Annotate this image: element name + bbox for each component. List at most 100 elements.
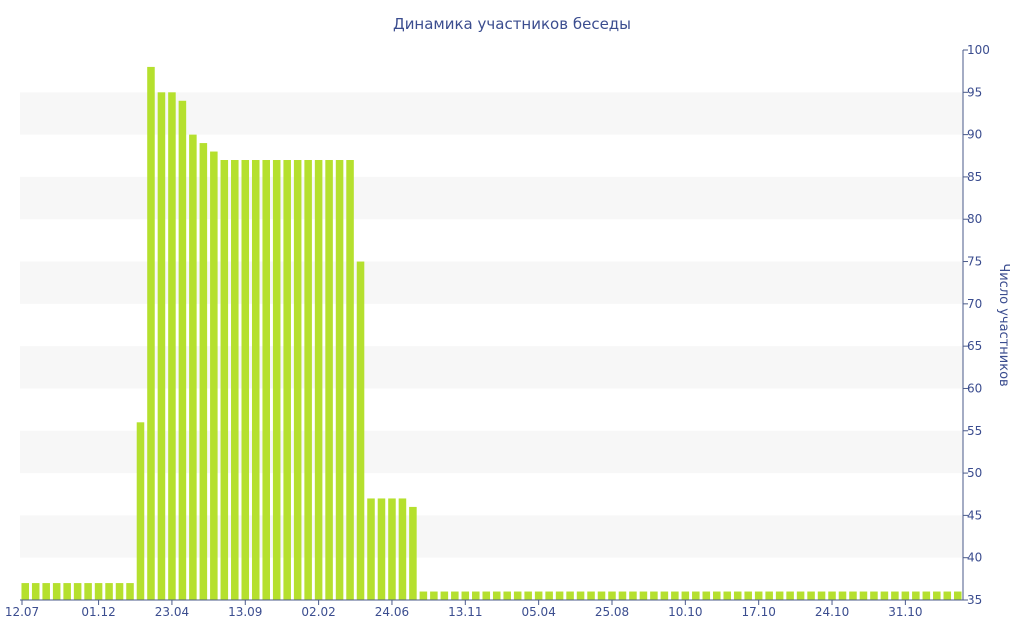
bar	[482, 591, 491, 600]
y-tick-label: 35	[967, 593, 982, 607]
x-tick-label: 13.09	[228, 605, 262, 619]
bar	[293, 160, 302, 600]
bar	[650, 591, 658, 600]
bar	[63, 583, 71, 600]
grid-band	[20, 261, 963, 304]
bar	[922, 591, 931, 600]
y-tick-label: 75	[967, 255, 982, 269]
bar	[335, 160, 344, 600]
bar	[618, 591, 627, 600]
bar	[713, 591, 721, 600]
grid-band	[20, 176, 963, 220]
bar	[754, 591, 763, 600]
bar	[409, 506, 417, 600]
bar	[136, 422, 145, 600]
bar	[660, 591, 669, 600]
x-tick-label: 12.07	[5, 605, 39, 619]
x-tick-label: 01.12	[81, 605, 115, 619]
bar-series	[21, 66, 962, 601]
bar	[901, 591, 910, 600]
bar	[168, 92, 176, 600]
x-tick-label: 17.10	[742, 605, 776, 619]
y-tick-label: 100	[967, 43, 990, 57]
x-axis: 12.07 01.12 23.04 13.09 02.02 24.06 13.11 05.04…	[5, 599, 963, 619]
bar	[304, 160, 312, 600]
x-tick-label: 25.08	[595, 605, 629, 619]
bar	[73, 583, 82, 600]
grid-band	[20, 92, 963, 135]
bar	[84, 583, 92, 600]
bar	[398, 498, 407, 600]
bar	[346, 160, 354, 600]
bar	[377, 498, 386, 600]
bar	[912, 591, 920, 600]
bar	[356, 261, 365, 600]
y-axis: 35 40 45 50 55 60 65 70 75 80 85 90 95 100	[962, 43, 990, 607]
y-tick-label: 40	[967, 551, 982, 565]
x-tick-label: 10.10	[668, 605, 702, 619]
bar	[534, 591, 543, 600]
bar	[440, 591, 449, 600]
bar	[31, 583, 40, 600]
bar	[472, 591, 480, 600]
bar	[870, 591, 878, 600]
bar	[639, 591, 648, 600]
bar	[105, 583, 113, 600]
grid-bands	[20, 92, 963, 558]
bar	[42, 583, 50, 600]
bar	[231, 160, 239, 600]
bar	[461, 591, 470, 600]
y-tick-label: 60	[967, 381, 982, 395]
bar	[587, 591, 595, 600]
bar	[94, 583, 103, 600]
bar	[723, 591, 732, 600]
bar	[796, 591, 805, 600]
bar	[126, 583, 134, 600]
y-tick-label: 70	[967, 297, 982, 311]
y-tick-label: 45	[967, 508, 982, 522]
bar	[210, 151, 218, 601]
x-tick-label: 13.11	[448, 605, 482, 619]
bar	[241, 160, 250, 600]
bar	[807, 591, 815, 600]
bar	[251, 160, 260, 600]
bar	[503, 591, 511, 600]
x-tick-label: 31.10	[888, 605, 922, 619]
bar	[325, 160, 333, 600]
bar	[692, 591, 700, 600]
x-tick-label: 24.10	[815, 605, 849, 619]
bar	[220, 160, 229, 600]
bar	[953, 591, 962, 600]
y-tick-label: 85	[967, 170, 982, 184]
bar	[943, 591, 952, 600]
y-tick-label: 65	[967, 339, 982, 353]
bar	[157, 92, 166, 600]
bar	[744, 591, 752, 600]
bar	[52, 583, 61, 600]
bar	[891, 591, 899, 600]
y-tick-label: 55	[967, 424, 982, 438]
bar	[817, 591, 826, 600]
bar	[671, 591, 679, 600]
bar	[115, 583, 124, 600]
bar	[933, 591, 941, 600]
y-tick-label: 95	[967, 85, 982, 99]
bar	[21, 583, 30, 600]
bar	[608, 591, 616, 600]
y-tick-label: 50	[967, 466, 982, 480]
chart-title: Динамика участников беседы	[393, 15, 631, 33]
bar	[880, 591, 889, 600]
x-tick-label: 02.02	[301, 605, 335, 619]
bar	[430, 591, 438, 600]
bar	[189, 134, 197, 600]
bar	[147, 66, 155, 601]
bar	[272, 160, 281, 600]
y-tick-label: 80	[967, 212, 982, 226]
bar	[492, 591, 501, 600]
bar	[199, 143, 208, 600]
x-tick-label: 24.06	[375, 605, 409, 619]
bar	[765, 591, 773, 600]
bar	[786, 591, 794, 600]
y-axis-label: Число участников	[996, 263, 1011, 386]
